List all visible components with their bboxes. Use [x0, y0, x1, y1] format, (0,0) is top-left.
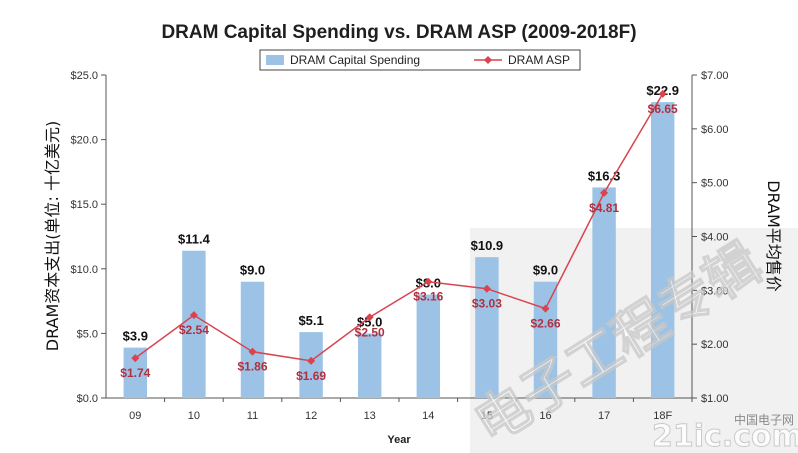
- right-tick-label: $7.00: [701, 70, 729, 82]
- bar-capital-spending: [357, 333, 382, 398]
- left-tick-label: $5.0: [77, 328, 98, 340]
- bar-value-label: $9.0: [240, 263, 265, 278]
- x-tick-label: 11: [247, 410, 258, 422]
- bar-value-label: $5.1: [298, 313, 323, 328]
- asp-point: [307, 356, 316, 365]
- watermark-logo-sub: 中国电子网: [734, 412, 794, 427]
- asp-line-series: [131, 89, 667, 365]
- asp-point: [658, 89, 667, 98]
- asp-value-label: $4.81: [589, 201, 619, 215]
- left-tick-label: $0.0: [77, 393, 98, 405]
- asp-point: [541, 304, 550, 313]
- legend-swatch-capital-spending: [266, 55, 284, 65]
- right-tick-label: $2.00: [701, 339, 729, 351]
- bar-capital-spending: [240, 281, 265, 398]
- asp-value-label: $1.74: [120, 366, 150, 380]
- legend-box: [259, 49, 581, 71]
- left-axis-ticks: $0.0 $5.0 $10.0 $15.0 $20.0 $25.0: [70, 70, 106, 405]
- bar-capital-spending: [182, 250, 206, 398]
- bar-capital-spending: [592, 187, 616, 398]
- asp-point: [365, 313, 374, 322]
- bar-value-label: $9.0: [533, 263, 558, 278]
- asp-point: [131, 354, 140, 363]
- legend: DRAM Capital Spending DRAM ASP: [259, 49, 581, 71]
- asp-value-label: $3.03: [472, 297, 502, 311]
- x-axis-title: Year: [387, 434, 411, 446]
- asp-line: [134, 93, 664, 362]
- legend-label-asp: DRAM ASP: [508, 53, 570, 67]
- right-axis-ticks: $1.00 $2.00 $3.00 $4.00 $5.00 $6.00 $7.00: [692, 70, 729, 405]
- asp-point: [424, 277, 433, 286]
- bar-value-label: $16.3: [588, 168, 621, 183]
- bar-series: [123, 102, 675, 398]
- right-tick-label: $3.00: [701, 285, 729, 297]
- bar-capital-spending: [299, 332, 323, 398]
- asp-value-label: $6.65: [648, 102, 678, 116]
- asp-point: [482, 284, 491, 293]
- x-tick-label: 17: [598, 410, 610, 422]
- x-tick-label: 12: [305, 410, 317, 422]
- bar-capital-spending: [416, 294, 441, 398]
- asp-point: [189, 311, 198, 320]
- left-tick-label: $20.0: [70, 135, 98, 147]
- asp-point: [600, 188, 609, 197]
- right-tick-label: $1.00: [701, 393, 729, 405]
- bar-capital-spending: [475, 257, 499, 398]
- asp-value-label: $1.86: [237, 360, 267, 374]
- left-tick-label: $25.0: [70, 70, 98, 82]
- bar-value-label: $3.9: [123, 329, 148, 344]
- x-tick-label: 14: [422, 410, 434, 422]
- asp-value-label: $3.16: [413, 290, 443, 304]
- bar-value-label: $5.0: [357, 314, 382, 329]
- left-tick-label: $10.0: [70, 264, 98, 276]
- right-tick-label: $6.00: [701, 124, 729, 136]
- x-tick-label: 09: [129, 410, 141, 422]
- asp-point: [248, 347, 257, 356]
- bar-capital-spending: [123, 347, 148, 398]
- asp-value-labels: $1.74 $2.54 $1.86 $1.69 $2.50 $3.16 $3.03 $2.66…: [120, 102, 678, 383]
- x-tick-label: 13: [364, 410, 376, 422]
- x-tick-label: 18F: [653, 410, 672, 422]
- asp-value-label: $1.69: [296, 369, 326, 383]
- asp-value-label: $2.50: [355, 325, 385, 339]
- legend-label-capital-spending: DRAM Capital Spending: [290, 53, 420, 67]
- asp-value-label: $2.66: [530, 317, 560, 331]
- asp-value-label: $2.54: [179, 323, 209, 337]
- bar-capital-spending: [533, 281, 558, 398]
- x-tick-label: 10: [188, 410, 200, 422]
- left-tick-label: $15.0: [70, 199, 98, 211]
- legend-swatch-asp-marker: [484, 56, 492, 64]
- left-axis-title: DRAM资本支出(单位: 十亿美元): [43, 121, 62, 352]
- chart-title: DRAM Capital Spending vs. DRAM ASP (2009…: [161, 22, 636, 43]
- right-tick-label: $4.00: [701, 232, 729, 244]
- bar-value-label: $10.9: [471, 238, 504, 253]
- x-tick-label: 16: [539, 410, 551, 422]
- bar-capital-spending: [650, 102, 675, 398]
- x-tick-label: 15: [481, 410, 493, 422]
- right-axis-title: DRAM平均售价: [764, 180, 783, 292]
- right-tick-label: $5.00: [701, 178, 729, 190]
- x-axis-ticks: 09 10 11 12 13 14 15 16 17 18F: [129, 398, 693, 422]
- watermark-logo: 21ic.com: [652, 419, 798, 453]
- bar-value-label: $11.4: [178, 232, 211, 247]
